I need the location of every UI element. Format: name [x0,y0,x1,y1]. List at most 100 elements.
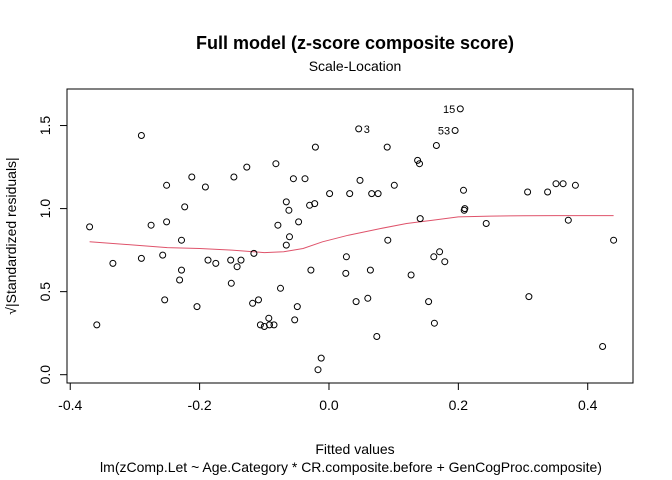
data-point [544,188,552,196]
data-point [277,284,284,292]
data-point [552,180,560,188]
data-point [176,276,184,284]
data-point [193,303,201,311]
data-point [282,198,290,206]
data-point [256,321,264,329]
x-tick-label: 0.4 [578,397,598,413]
data-point [181,203,189,211]
data-point [441,258,449,266]
data-point [178,266,185,274]
data-point [250,249,258,257]
data-point [137,132,145,139]
data-point [178,236,185,244]
data-point [436,248,444,256]
data-point [524,188,532,196]
data-point [86,223,94,231]
data-point [212,259,220,267]
data-point [233,263,241,271]
data-point [311,143,319,151]
annotations-layer: 15 53 3 [364,104,456,138]
data-point [204,256,212,264]
smooth-line [89,215,614,254]
data-point [201,183,209,191]
data-point [610,236,618,244]
x-axis-label: Fitted values [315,441,394,457]
data-point [163,181,171,189]
data-point [227,279,235,287]
data-point [430,319,438,327]
data-point [599,343,607,350]
data-point [274,221,282,229]
data-point [525,293,533,301]
data-point [461,205,469,213]
data-point [163,218,171,226]
data-point [265,314,273,322]
data-point [159,251,167,259]
y-axis: 0.0 0.5 1.0 1.5 [37,116,68,385]
data-point [432,142,440,149]
data-point [255,296,262,304]
chart-subtitle: Scale-Location [309,58,402,74]
x-tick-label: 0.0 [319,397,339,413]
data-point [137,254,145,262]
data-point [384,236,392,244]
data-point [559,180,567,188]
data-point [93,321,101,329]
data-point [373,333,381,340]
data-point [293,303,301,311]
data-point [282,241,290,249]
y-tick-label: 1.0 [37,199,53,219]
point-annotation: 53 [438,126,450,138]
data-point [109,259,117,267]
data-point [270,321,278,329]
data-point [291,316,299,324]
data-point [342,269,350,277]
y-tick-label: 0.5 [37,282,53,302]
x-axis: -0.4 -0.2 0.0 0.2 0.4 [58,382,598,413]
x-tick-label: 0.2 [449,397,469,413]
data-point [314,366,322,374]
points-layer [86,105,618,374]
y-tick-label: 0.0 [37,365,53,385]
point-annotation: 15 [443,104,455,116]
data-point [416,215,424,223]
data-point [311,200,319,208]
x-tick-label: -0.4 [58,397,82,413]
data-point [368,190,376,198]
data-point [161,296,169,304]
data-point [249,299,257,307]
data-point [355,125,363,133]
data-point [356,176,364,184]
data-point [342,253,350,261]
chart-title: Full model (z-score composite score) [196,33,514,53]
data-point [564,216,572,224]
plot-frame [66,88,634,384]
data-point [272,160,280,168]
data-point [230,173,238,181]
data-point [460,186,467,194]
data-point [352,298,360,306]
data-point [285,206,293,214]
point-annotation: 3 [364,124,370,136]
data-point [289,175,297,183]
data-point [407,271,415,279]
data-point [571,181,579,189]
data-point [425,298,433,306]
data-point [317,354,325,362]
data-point [188,173,196,181]
data-point [451,127,459,134]
data-point [301,175,309,183]
data-point [364,294,372,302]
data-point [482,220,490,227]
data-point [430,253,438,261]
data-point [366,266,374,274]
data-point [383,143,391,151]
data-point [456,105,464,113]
data-point [147,221,155,229]
data-point [286,233,293,241]
x-tick-label: -0.2 [188,397,212,413]
y-axis-label: √|Standardized residuals| [3,157,19,314]
x-axis-subcaption: lm(zComp.Let ~ Age.Category * CR.composi… [100,459,602,475]
y-tick-label: 1.5 [37,116,53,136]
